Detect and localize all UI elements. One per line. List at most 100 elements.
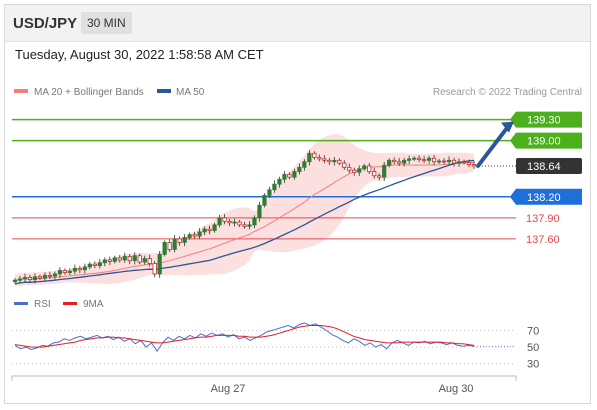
rsi-ma-legend-swatch xyxy=(63,302,77,305)
candle-body xyxy=(337,159,342,164)
candle-body xyxy=(407,158,412,161)
candle-body xyxy=(227,220,232,224)
chart-header: USD/JPY 30 MIN xyxy=(5,5,590,42)
candle-body xyxy=(162,242,167,255)
candle-body xyxy=(107,259,112,262)
candle-body xyxy=(397,161,402,164)
candle-body xyxy=(157,253,162,275)
candle-body xyxy=(57,270,63,275)
x-axis: Aug 27 Aug 30 xyxy=(11,375,517,395)
candle-body xyxy=(327,159,332,163)
candle-body xyxy=(217,217,222,226)
symbol-label: USD/JPY xyxy=(13,15,78,32)
candle-body xyxy=(72,267,77,272)
price-chart: 139.30 139.00 138.64 138.20 137.90 137.60 xyxy=(12,111,582,287)
candle-body xyxy=(441,160,447,163)
resistance-tag xyxy=(510,111,582,128)
rsi-line xyxy=(14,322,475,353)
candle-body xyxy=(192,234,197,237)
candle-body xyxy=(37,276,43,279)
candle-body xyxy=(292,171,297,178)
candle-body xyxy=(247,224,252,227)
candle-body xyxy=(127,256,132,262)
rsi-tick-label: 70 xyxy=(527,325,539,337)
candle-body xyxy=(262,195,267,206)
x-tick-label-aug-27: Aug 27 xyxy=(211,383,246,395)
candle-body xyxy=(132,255,137,262)
candle-body xyxy=(451,159,457,164)
candle-body xyxy=(87,263,92,268)
candle-body xyxy=(272,183,277,191)
candle-body xyxy=(252,217,257,226)
resistance-tag xyxy=(510,132,582,149)
rsi-chart: 70 50 30 xyxy=(12,322,539,371)
candle-body xyxy=(212,224,217,231)
candle-body xyxy=(62,270,67,273)
forecast-arrow-head xyxy=(501,121,514,133)
candle-body xyxy=(387,159,392,166)
rsi-ma-line xyxy=(14,325,475,348)
candle-body xyxy=(377,175,382,178)
candle-body xyxy=(362,165,367,170)
candle-body xyxy=(277,178,282,185)
support-label: 137.60 xyxy=(526,234,560,246)
candle-body xyxy=(412,157,417,160)
ma50-legend-swatch xyxy=(157,89,171,93)
candle-body xyxy=(352,169,357,173)
candle-body xyxy=(167,242,172,250)
candle-body xyxy=(172,238,177,250)
price-legend: MA 20 + Bollinger Bands MA 50 Research ©… xyxy=(14,87,582,98)
candle-body xyxy=(287,173,292,178)
candle-body xyxy=(67,270,72,273)
candle-body xyxy=(302,161,307,168)
candle-body xyxy=(242,224,247,227)
candle-body xyxy=(222,217,227,222)
candle-body xyxy=(32,276,38,280)
candle-body xyxy=(297,166,302,172)
candle-body xyxy=(197,231,202,237)
candle-body xyxy=(232,221,237,224)
pivot-tag xyxy=(510,188,582,205)
candle-body xyxy=(142,258,147,263)
candle-body xyxy=(342,162,347,168)
pivot-label: 138.20 xyxy=(527,192,561,204)
rsi-tick-label: 50 xyxy=(527,342,539,354)
candle-body xyxy=(461,161,467,164)
ma20-line xyxy=(14,161,475,281)
ma20-legend-label: MA 20 + Bollinger Bands xyxy=(34,87,144,98)
x-tick-label-aug-30: Aug 30 xyxy=(439,383,474,395)
candle-body xyxy=(347,166,352,171)
candle-body xyxy=(22,277,28,280)
candle-body xyxy=(92,263,97,266)
candle-body xyxy=(97,262,102,266)
bollinger-band xyxy=(15,134,474,287)
candle-body xyxy=(282,173,287,180)
rsi-ma-legend-label: 9MA xyxy=(83,299,104,310)
candle-body xyxy=(267,189,272,196)
candle-body xyxy=(42,274,48,279)
candle-body xyxy=(17,278,23,281)
candle-body xyxy=(27,277,33,280)
ma50-line xyxy=(14,159,475,285)
candle-body xyxy=(202,228,207,233)
candle-body xyxy=(52,273,58,277)
candle-body xyxy=(12,279,18,283)
candle-body xyxy=(177,238,182,243)
candle-body xyxy=(207,228,212,231)
last-price-tag xyxy=(516,157,582,174)
timeframe-badge[interactable]: 30 MIN xyxy=(81,12,132,34)
candle-body xyxy=(112,257,117,262)
chart-datetime: Tuesday, August 30, 2022 1:58:58 AM CET xyxy=(15,47,264,62)
resistance-label: 139.00 xyxy=(527,136,561,148)
candle-body xyxy=(312,152,317,158)
ma50-legend-label: MA 50 xyxy=(176,87,205,98)
candle-body xyxy=(77,267,82,271)
rsi-legend: RSI 9MA xyxy=(14,299,104,310)
resistance-label: 139.30 xyxy=(527,115,561,127)
support-label: 137.90 xyxy=(526,213,560,225)
rsi-legend-label: RSI xyxy=(34,299,51,310)
candle-body xyxy=(102,259,107,264)
candle-body xyxy=(317,157,322,160)
candle-body xyxy=(471,164,477,167)
